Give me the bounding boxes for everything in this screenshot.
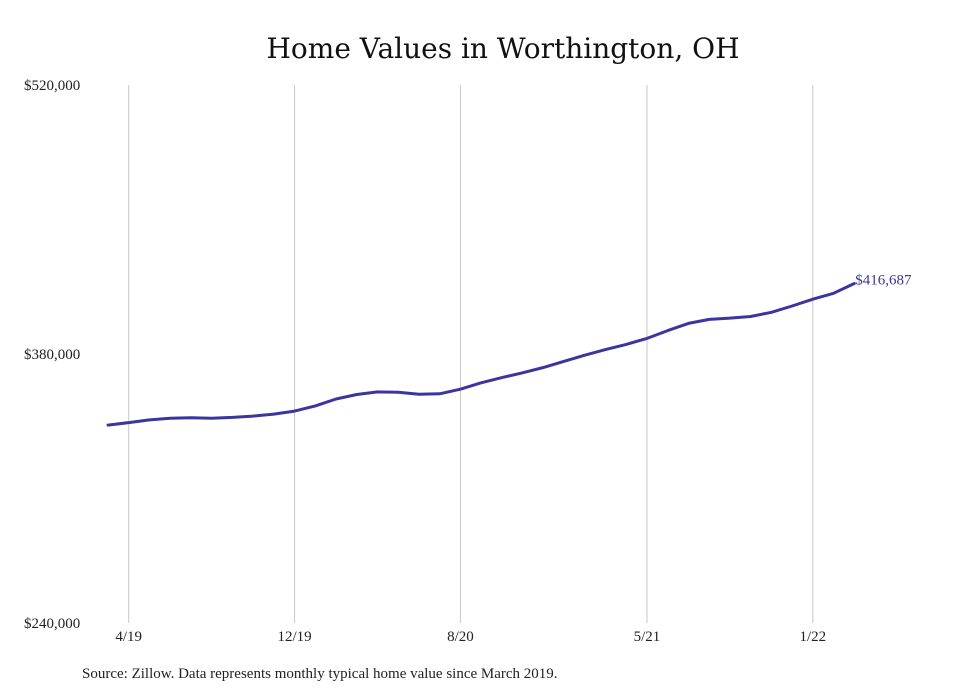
data-point xyxy=(439,393,441,395)
source-note: Source: Zillow. Data represents monthly … xyxy=(82,666,558,682)
data-point xyxy=(148,419,150,421)
data-point xyxy=(480,382,482,384)
data-point xyxy=(687,322,689,324)
series-line xyxy=(106,282,856,427)
data-point xyxy=(231,416,233,418)
y-tick-label: $380,000 xyxy=(24,347,80,363)
data-point xyxy=(169,417,171,419)
x-tick-label: 12/19 xyxy=(277,629,311,645)
y-tick-label: $240,000 xyxy=(24,616,80,632)
data-point xyxy=(252,415,254,417)
grid-lines xyxy=(128,85,814,623)
data-point xyxy=(770,311,772,313)
data-point xyxy=(501,376,503,378)
data-point xyxy=(128,421,130,423)
data-point xyxy=(563,360,565,362)
data-point xyxy=(521,372,523,374)
x-tick-label: 4/19 xyxy=(115,629,142,645)
y-tick-label: $520,000 xyxy=(24,78,80,94)
data-point xyxy=(625,343,627,345)
end-value-label: $416,687 xyxy=(855,273,912,289)
x-axis-ticks: 4/19 12/19 8/20 5/21 1/22 xyxy=(115,629,826,645)
data-point xyxy=(418,393,420,395)
data-point xyxy=(376,391,378,393)
x-tick-label: 8/20 xyxy=(447,629,474,645)
series-layer: $416,687 xyxy=(106,273,912,427)
data-point xyxy=(584,354,586,356)
data-point xyxy=(459,388,461,390)
data-point xyxy=(293,410,295,412)
data-point xyxy=(107,424,109,426)
data-point xyxy=(604,348,606,350)
data-point xyxy=(667,329,669,331)
data-point xyxy=(335,398,337,400)
data-point xyxy=(729,317,731,319)
data-point xyxy=(832,292,834,294)
data-point xyxy=(542,366,544,368)
data-point xyxy=(646,337,648,339)
chart-title: Home Values in Worthington, OH xyxy=(267,32,740,65)
x-tick-label: 1/22 xyxy=(799,629,826,645)
y-axis-ticks: $520,000 $380,000 $240,000 xyxy=(24,78,80,632)
data-point xyxy=(397,391,399,393)
data-point xyxy=(791,305,793,307)
x-tick-label: 5/21 xyxy=(634,629,661,645)
data-point xyxy=(708,318,710,320)
data-point xyxy=(314,405,316,407)
data-point xyxy=(356,393,358,395)
data-point xyxy=(190,417,192,419)
data-point xyxy=(210,417,212,419)
data-point xyxy=(749,315,751,317)
data-point xyxy=(273,413,275,415)
data-point xyxy=(812,298,814,300)
